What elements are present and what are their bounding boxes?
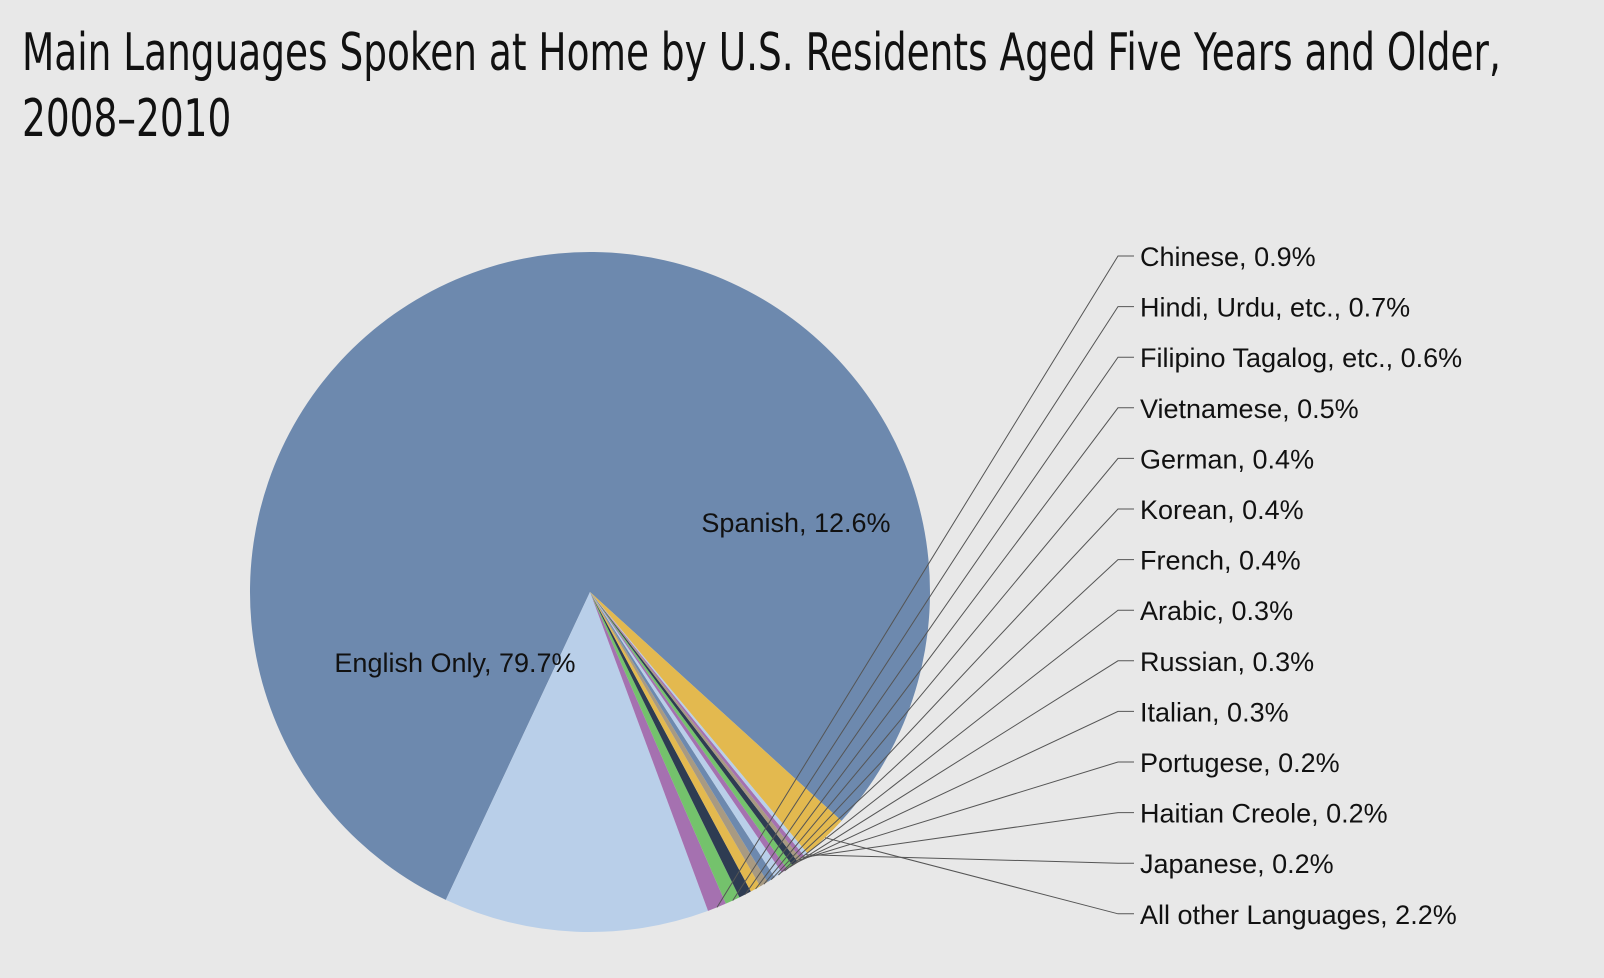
slice-label: Arabic, 0.3% (1140, 596, 1293, 626)
slice-label: All other Languages, 2.2% (1140, 900, 1457, 930)
slice-label: Japanese, 0.2% (1140, 849, 1334, 879)
slice-label: English Only, 79.7% (334, 648, 575, 678)
leader-line (794, 710, 1134, 864)
slice-label: French, 0.4% (1140, 546, 1301, 576)
slice-label: Spanish, 12.6% (701, 508, 890, 538)
pie-slices (249, 251, 930, 933)
leader-line (755, 407, 1134, 890)
pie-slice (590, 592, 801, 862)
slice-label: Italian, 0.3% (1140, 697, 1289, 727)
slice-label: Haitian Creole, 0.2% (1140, 799, 1388, 829)
slice-label: Korean, 0.4% (1140, 495, 1304, 525)
slice-label: Russian, 0.3% (1140, 647, 1314, 677)
pie-slice (590, 592, 726, 911)
pie-slice (590, 592, 761, 892)
slice-labels: English Only, 79.7% Spanish, 12.6% Chinese… (334, 242, 1462, 930)
leader-line (784, 609, 1134, 872)
leader-line (805, 854, 1134, 864)
leader-lines (716, 255, 1134, 915)
slice-label: Chinese, 0.9% (1140, 242, 1316, 272)
pie-slice (590, 592, 798, 866)
leader-line (744, 356, 1134, 895)
pie-slice (590, 592, 788, 873)
leader-line (778, 559, 1134, 876)
slice-label: Portugese, 0.2% (1140, 748, 1340, 778)
leader-line (824, 837, 1134, 915)
chart-title-line-2: 2008–2010 (22, 89, 232, 149)
pie-slice (590, 592, 805, 859)
pie-slice (590, 592, 768, 887)
pie-slice (249, 251, 930, 900)
pie-slice (590, 592, 751, 898)
leader-line (789, 660, 1134, 868)
pie-slice (590, 592, 808, 857)
pie-slice (590, 592, 782, 878)
slice-label: Vietnamese, 0.5% (1140, 394, 1359, 424)
pie-slice (590, 592, 740, 904)
leader-line (716, 255, 1134, 908)
pie-slice (590, 592, 775, 882)
pie-slice (590, 592, 842, 854)
leader-line (732, 306, 1134, 901)
leader-line (770, 508, 1134, 881)
slice-label: Filipino Tagalog, etc., 0.6% (1140, 343, 1462, 373)
leader-line (763, 457, 1134, 885)
slice-label: Hindi, Urdu, etc., 0.7% (1140, 293, 1410, 323)
pie-slice (445, 592, 709, 933)
pie-slice (590, 592, 793, 869)
slice-label: German, 0.4% (1140, 444, 1314, 474)
leader-line (802, 812, 1134, 858)
leader-line (799, 761, 1134, 861)
